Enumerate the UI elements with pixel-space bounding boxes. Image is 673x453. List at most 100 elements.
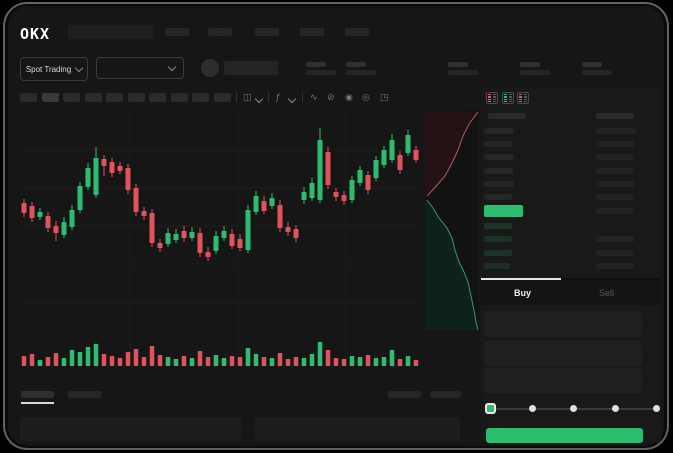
icon-dash	[493, 94, 496, 96]
icon-dash	[503, 98, 507, 100]
stat-value-4	[520, 62, 540, 67]
stat-label-3	[448, 70, 478, 75]
candle-type-icon[interactable]: ◫	[243, 92, 252, 102]
timeframe-slot-7[interactable]	[149, 93, 166, 102]
icon-dash	[508, 96, 512, 98]
timeframe-slot-5[interactable]	[106, 93, 123, 102]
bid-row-price[interactable]	[484, 236, 512, 242]
bid-row-amount[interactable]	[596, 250, 634, 256]
bid-row-price[interactable]	[484, 223, 512, 229]
stat-label-1	[306, 70, 336, 75]
candlestick-chart[interactable]	[20, 110, 420, 372]
orderbook-combined-icon[interactable]	[486, 92, 498, 104]
nav-item-2[interactable]	[208, 28, 232, 36]
stat-label-2	[346, 70, 376, 75]
market-type-label: Spot Trading	[25, 64, 72, 74]
slider-stop-100[interactable]	[653, 405, 660, 412]
total-input[interactable]	[484, 368, 642, 393]
buy-submit-button[interactable]	[486, 428, 643, 443]
assets-panel-placeholder	[255, 417, 460, 441]
slider-handle[interactable]	[485, 403, 496, 414]
timeframe-slot-3[interactable]	[63, 93, 80, 102]
nav-item-1[interactable]	[165, 28, 189, 36]
bottom-tab-open-orders[interactable]	[21, 391, 54, 398]
timeframe-slot-6[interactable]	[127, 93, 145, 102]
camera-icon[interactable]: ◉	[345, 92, 353, 102]
bid-row-price[interactable]	[484, 250, 512, 256]
timeframe-slot-8[interactable]	[170, 93, 188, 102]
pair-avatar[interactable]	[201, 59, 219, 77]
ask-row-price[interactable]	[484, 141, 512, 147]
ask-row-price[interactable]	[484, 181, 514, 187]
chevron-down-icon	[167, 62, 177, 72]
line-tool-icon[interactable]: ∿	[310, 92, 318, 102]
tab-sell[interactable]: Sell	[599, 288, 615, 298]
ask-row-price[interactable]	[484, 154, 514, 160]
toolbar-separator	[236, 92, 237, 102]
bid-row-amount[interactable]	[596, 263, 634, 269]
ask-row-amount[interactable]	[596, 141, 634, 147]
timeframe-slot-1[interactable]	[20, 93, 37, 102]
icon-dash	[508, 94, 512, 96]
icon-dash	[488, 101, 491, 103]
pair-selector-dropdown[interactable]	[96, 57, 184, 79]
bottom-tab-history[interactable]	[68, 391, 102, 398]
order-panel: Buy Sell	[481, 88, 661, 443]
price-input[interactable]	[484, 311, 642, 337]
bid-row-price[interactable]	[484, 263, 510, 269]
active-tab-underline	[481, 278, 561, 280]
amount-input[interactable]	[484, 341, 642, 366]
slider-stop-50[interactable]	[570, 405, 577, 412]
ask-row-amount[interactable]	[596, 168, 634, 174]
ask-row-amount[interactable]	[596, 128, 636, 134]
timeframe-slot-4[interactable]	[84, 93, 102, 102]
measure-icon[interactable]: ⊘	[327, 92, 335, 102]
tab-row	[481, 280, 661, 305]
icon-dash	[519, 94, 522, 96]
orderbook-bids-icon[interactable]	[501, 92, 514, 104]
nav-item-4[interactable]	[300, 28, 324, 36]
icon-dash	[508, 101, 512, 103]
nav-item-3[interactable]	[255, 28, 279, 36]
fullscreen-icon[interactable]: ◳	[380, 92, 389, 102]
timeframe-slot-9[interactable]	[192, 93, 209, 102]
ask-row-amount[interactable]	[596, 154, 634, 160]
chevron-down-icon[interactable]	[287, 94, 297, 104]
bottom-link-2[interactable]	[430, 391, 461, 398]
indicator-fx-icon[interactable]: ƒ	[275, 92, 281, 102]
ask-row-amount[interactable]	[596, 181, 634, 187]
timeframe-slot-10[interactable]	[213, 93, 231, 102]
icon-dash	[493, 96, 496, 98]
icon-dash	[519, 98, 522, 100]
slider-stop-75[interactable]	[611, 405, 619, 412]
stat-value-1	[306, 62, 326, 67]
tab-buy[interactable]: Buy	[514, 288, 532, 298]
bottom-link-1[interactable]	[388, 391, 421, 398]
icon-dash	[519, 96, 522, 98]
market-type-dropdown[interactable]: Spot Trading	[20, 57, 88, 81]
ask-row-price[interactable]	[484, 168, 513, 174]
ask-row-amount[interactable]	[596, 194, 634, 200]
orderbook-asks-icon[interactable]	[517, 92, 529, 104]
ask-row-price[interactable]	[484, 194, 512, 200]
nav-item-5[interactable]	[345, 28, 369, 36]
icon-dash	[493, 101, 496, 103]
icon-dash	[524, 98, 527, 100]
ask-row-price[interactable]	[484, 128, 514, 134]
timeframe-slot-2[interactable]	[41, 93, 59, 102]
icon-dash	[503, 94, 507, 96]
bid-row-amount[interactable]	[596, 236, 634, 242]
icon-dash	[503, 101, 507, 103]
chevron-down-icon[interactable]	[254, 94, 264, 104]
icon-dash	[524, 94, 527, 96]
stat-value-5	[582, 62, 602, 67]
last-price-bar[interactable]	[484, 205, 523, 217]
settings-icon[interactable]: ◎	[362, 92, 370, 102]
stat-label-4	[520, 70, 550, 75]
depth-chart	[425, 110, 478, 330]
last-price-amount	[596, 208, 634, 214]
slider-stop-25[interactable]	[528, 405, 536, 412]
okx-logo[interactable]: OKX	[20, 25, 51, 43]
orderbook-header-amount	[596, 113, 634, 119]
